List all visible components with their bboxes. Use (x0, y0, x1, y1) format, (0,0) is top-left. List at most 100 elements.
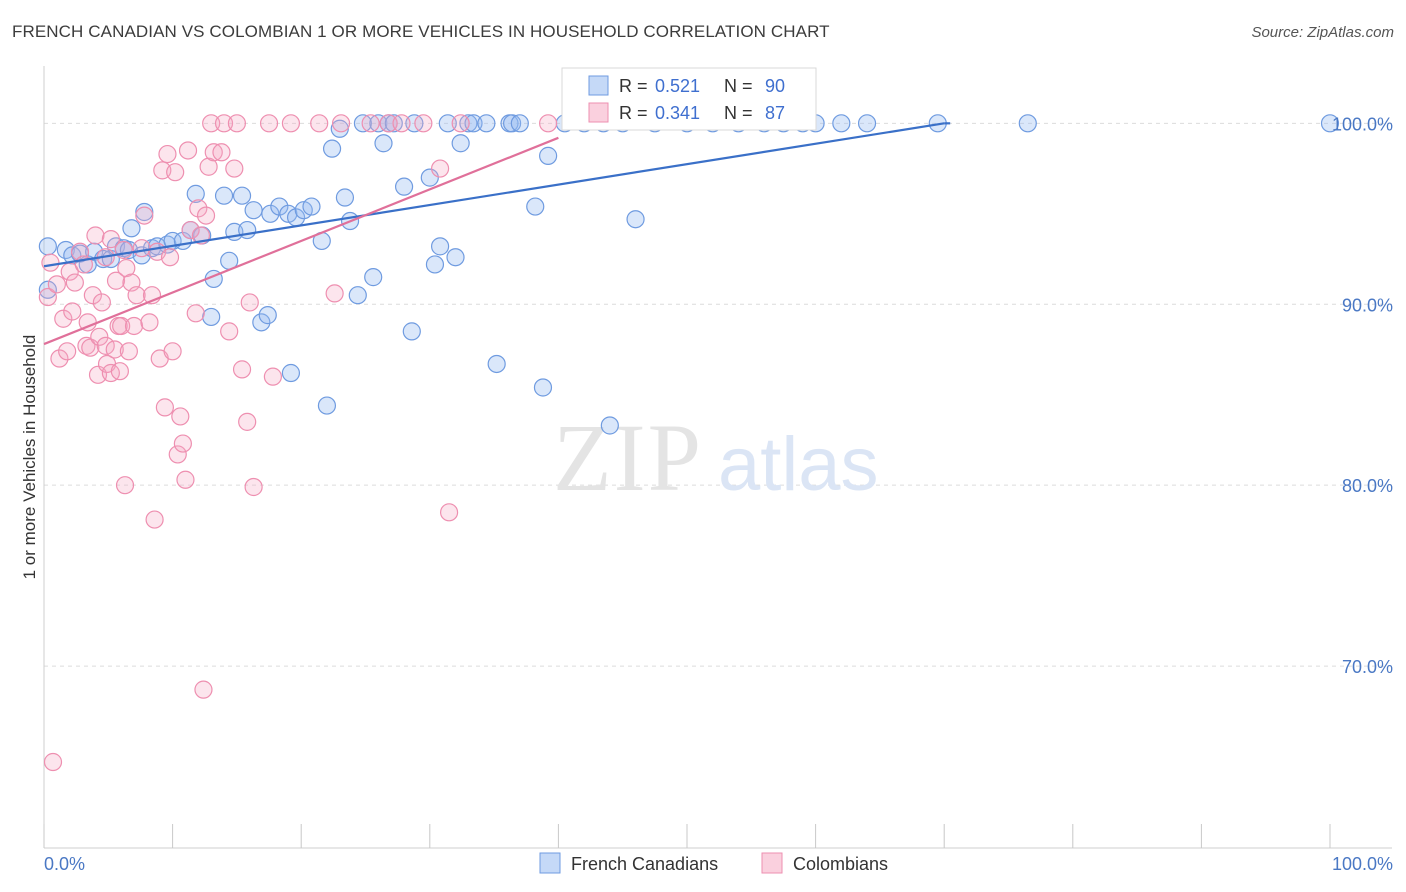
colombian-point-59 (196, 206, 216, 225)
colombian-point-8 (65, 273, 84, 292)
colombian-point-7 (63, 302, 82, 321)
french-canadian-point-32 (258, 306, 277, 325)
colombian-point-2 (47, 275, 66, 294)
colombian-point-82 (430, 159, 450, 178)
legend-n-label-1: N = (724, 103, 753, 123)
french-canadian-point-36 (281, 363, 301, 383)
colombian-point-17 (90, 327, 109, 346)
colombian-point-23 (101, 230, 120, 249)
colombian-point-63 (212, 143, 231, 162)
french-canadian-point-62 (459, 114, 478, 133)
colombian-point-83 (439, 503, 459, 522)
colombian-point-60 (199, 157, 218, 176)
colombian-point-73 (263, 367, 283, 386)
colombian-point-30 (115, 476, 135, 495)
colombian-point-58 (194, 680, 213, 699)
colombian-point-19 (96, 336, 115, 355)
french-canadian-point-60 (446, 248, 465, 267)
colombian-point-46 (160, 248, 180, 267)
bottom-legend-label-1: Colombians (793, 854, 888, 874)
french-canadian-point-21 (186, 184, 205, 203)
legend-r-label-1: R = (619, 103, 648, 123)
colombian-point-78 (361, 114, 380, 133)
colombian-point-37 (135, 206, 154, 225)
colombian-point-15 (86, 226, 105, 245)
french-canadian-point-54 (402, 322, 421, 341)
french-canadian-point-39 (302, 197, 321, 216)
colombian-point-76 (325, 284, 344, 303)
colombian-point-56 (189, 199, 208, 218)
colombian-point-1 (41, 253, 60, 272)
colombian-point-34 (124, 316, 144, 336)
colombian-point-62 (204, 143, 223, 162)
watermark: ZIP atlas (553, 404, 879, 511)
source-label: Source: ZipAtlas.com (1251, 24, 1394, 41)
french-canadian-point-42 (322, 139, 342, 158)
y-tick-label-100: 100.0% (1332, 114, 1393, 134)
colombian-point-80 (392, 114, 411, 133)
watermark-zip: ZIP (553, 404, 703, 511)
colombian-point-75 (310, 114, 329, 133)
colombian-point-51 (173, 434, 192, 453)
colombian-point-22 (101, 363, 120, 383)
colombian-point-47 (163, 342, 182, 361)
colombian-point-44 (155, 398, 174, 417)
colombian-point-25 (106, 271, 126, 290)
tick-labels: 70.0% 80.0% 90.0% 100.0% 0.0% 100.0% (44, 114, 1393, 874)
french-canadian-point-48 (364, 268, 383, 287)
legend-n-value-1: 87 (765, 103, 785, 123)
colombian-point-54 (181, 220, 200, 240)
legend-r-value-1: 0.341 (655, 103, 700, 123)
colombian-point-69 (238, 412, 257, 431)
bottom-legend-label-0: French Canadians (571, 854, 718, 874)
trend-lines (43, 122, 951, 346)
french-canadian-point-90 (1320, 114, 1340, 133)
french-canadian-point-44 (335, 188, 355, 207)
colombian-point-31 (117, 258, 136, 278)
french-canadian-point-49 (369, 114, 388, 133)
colombian-point-71 (244, 477, 263, 497)
french-canadian-point-68 (510, 114, 529, 133)
french-canadian-point-57 (425, 255, 445, 274)
watermark-atlas: atlas (718, 422, 879, 507)
french-canadian-point-52 (384, 114, 403, 133)
french-canadian-point-58 (430, 237, 450, 256)
french-canadian-point-23 (202, 307, 221, 327)
colombian-point-64 (214, 114, 234, 133)
colombian-point-40 (145, 510, 164, 529)
colombian-point-45 (158, 144, 177, 164)
colombian-point-49 (168, 445, 187, 464)
colombian-point-70 (240, 293, 259, 312)
french-canadian-point-65 (487, 354, 506, 374)
colombian-point-36 (132, 239, 151, 258)
legend-n-label-0: N = (724, 76, 753, 96)
colombian-point-50 (171, 407, 190, 426)
french-canadian-point-77 (626, 210, 645, 229)
bottom-legend: French Canadians Colombians (539, 852, 888, 874)
french-canadian-point-61 (451, 134, 470, 153)
colombian-point-85 (43, 752, 63, 772)
colombian-point-18 (92, 293, 111, 312)
colombian-point-27 (110, 362, 129, 381)
french-canadian-point-59 (438, 114, 457, 133)
french-canadian-point-67 (503, 114, 522, 133)
y-tick-label-70: 70.0% (1342, 657, 1393, 677)
french-canadian-point-56 (420, 168, 439, 187)
axes (43, 66, 1392, 849)
legend-r-value-0: 0.521 (655, 76, 700, 96)
french-canadian-point-63 (464, 114, 483, 133)
bottom-legend-swatch-0 (539, 852, 561, 874)
french-canadian-point-69 (526, 197, 545, 216)
grid (44, 122, 1392, 667)
colombian-point-84 (451, 114, 470, 133)
colombian-point-74 (281, 114, 301, 133)
colombian-point-66 (225, 159, 244, 178)
french-canadian-point-64 (477, 114, 496, 133)
french-canadian-point-70 (533, 378, 553, 397)
colombian-point-72 (259, 114, 279, 133)
french-canadian-point-12 (122, 219, 141, 238)
colombian-point-55 (186, 304, 205, 323)
colombian-point-35 (127, 286, 146, 305)
colombians-trend-line (43, 136, 559, 346)
